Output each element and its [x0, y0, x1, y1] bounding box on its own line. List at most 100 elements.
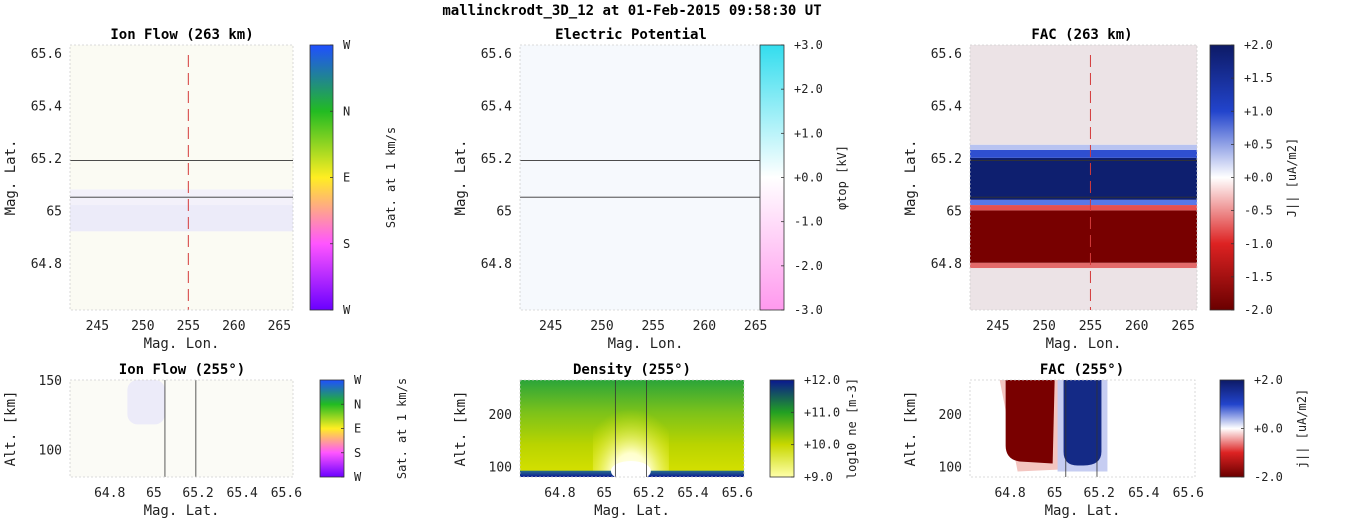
panel-title: Ion Flow (255°): [119, 362, 245, 378]
colorbar-tick-label: +0.0: [1244, 171, 1273, 185]
y-tick-label: 100: [39, 443, 62, 458]
y-axis-label: Alt. [km]: [3, 391, 19, 467]
x-axis-label: Mag. Lon.: [608, 336, 684, 352]
x-tick-label: 65.6: [271, 486, 302, 501]
panel-title: FAC (263 km): [1031, 27, 1132, 43]
panel-fac-bottom: FAC (255°) 64.8 65 65.2 65.4 65.6 100 200 Mag. L…: [903, 362, 1309, 519]
panel-ion-flow-bottom: Ion Flow (255°) 64.8 65 65.2 65.4 65.6 100 150 M…: [3, 362, 409, 519]
x-tick-label: 260: [693, 319, 716, 334]
y-tick-label: 65: [496, 204, 512, 219]
colorbar-tick-label: +12.0: [804, 373, 840, 387]
y-tick-label: 65.6: [31, 47, 62, 62]
y-tick-label: 65.6: [931, 47, 962, 62]
field-band: [970, 268, 1197, 310]
figure-title: mallinckrodt_3D_12 at 01-Feb-2015 09:58:…: [442, 3, 821, 19]
x-tick-label: 65: [146, 486, 162, 501]
panel-potential-top: Electric Potential 245 250 255 260 265 64.8 65 6…: [453, 27, 849, 352]
x-tick-label: 265: [1171, 319, 1194, 334]
colorbar: [309, 44, 334, 311]
y-tick-label: 64.8: [481, 257, 512, 272]
field-band: [970, 144, 1197, 150]
x-tick-label: 65.6: [722, 486, 753, 501]
x-tick-label: 255: [641, 319, 664, 334]
colorbar: [1209, 44, 1235, 311]
colorbar-label: J|| [uA/m2]: [1285, 138, 1299, 217]
y-tick-label: 150: [39, 374, 62, 389]
panel-fac-top: FAC (263 km) 245 250 255 260 265 64.8 65 65.2 65.…: [903, 27, 1299, 352]
field-band: [520, 45, 771, 310]
x-tick-label: 245: [986, 319, 1009, 334]
x-tick-label: 65.2: [182, 486, 213, 501]
x-axis-label: Mag. Lat.: [1045, 503, 1121, 519]
density-enhancement: [592, 380, 669, 477]
colorbar-tick-label: +3.0: [794, 38, 823, 52]
panel-title: Ion Flow (263 km): [110, 27, 253, 43]
colorbar-tick-label: +1.0: [1244, 104, 1273, 118]
colorbar-tick-label: +1.0: [794, 126, 823, 140]
x-axis-label: Mag. Lat.: [144, 503, 220, 519]
y-tick-label: 65.2: [31, 152, 62, 167]
colorbar-label: Sat. at 1 km/s: [384, 127, 398, 228]
colorbar-tick-label: E: [354, 422, 361, 436]
y-tick-label: 64.8: [931, 257, 962, 272]
x-tick-label: 245: [539, 319, 562, 334]
x-tick-label: 250: [590, 319, 613, 334]
colorbar-tick-label: N: [354, 397, 361, 411]
x-tick-label: 260: [222, 319, 245, 334]
y-axis-label: Alt. [km]: [903, 391, 919, 467]
colorbar-tick-label: -3.0: [794, 303, 823, 317]
x-tick-label: 64.8: [94, 486, 125, 501]
panel-ion-flow-top: Ion Flow (263 km) 245 250 255 260 265 64.8 65 65…: [3, 27, 398, 352]
x-tick-label: 255: [177, 319, 200, 334]
field-band: [70, 231, 293, 310]
colorbar-tick-label: +0.0: [794, 171, 823, 185]
fac-upward-current: [1005, 380, 1055, 464]
colorbar-tick-label: +9.0: [804, 470, 833, 484]
y-tick-label: 65.4: [31, 99, 62, 114]
colorbar-tick-label: W: [343, 38, 351, 52]
y-tick-label: 64.8: [31, 257, 62, 272]
colorbar-tick-label: N: [343, 104, 350, 118]
axes-frame: [969, 379, 1196, 478]
colorbar-tick-label: S: [354, 446, 361, 460]
colorbar-label: Sat. at 1 km/s: [395, 378, 409, 479]
panel-title: Density (255°): [573, 362, 691, 378]
x-tick-label: 260: [1125, 319, 1148, 334]
x-tick-label: 64.8: [994, 486, 1025, 501]
y-tick-label: 100: [939, 461, 962, 476]
colorbar-tick-label: +0.0: [1254, 422, 1283, 436]
field-band: [70, 205, 293, 232]
x-tick-label: 265: [744, 319, 767, 334]
x-tick-label: 65.4: [227, 486, 258, 501]
panel-title: FAC (255°): [1040, 362, 1124, 378]
axes-frame: [519, 44, 772, 311]
colorbar-tick-label: W: [354, 373, 362, 387]
density-peak: [610, 461, 651, 481]
colorbar-tick-label: -1.0: [1244, 237, 1273, 251]
field-band: [970, 205, 1197, 211]
fac-downward-current: [1063, 380, 1102, 466]
x-tick-label: 65: [596, 486, 612, 501]
colorbar-tick-label: +1.5: [1244, 71, 1273, 85]
colorbar-label: φtop [kV]: [835, 145, 849, 210]
y-tick-label: 65: [46, 204, 62, 219]
field-band: [970, 199, 1197, 206]
x-axis-label: Mag. Lat.: [594, 503, 670, 519]
y-tick-label: 65: [946, 204, 962, 219]
x-tick-label: 64.8: [544, 486, 575, 501]
colorbar-tick-label: S: [343, 237, 350, 251]
field-band: [970, 157, 1197, 200]
x-tick-label: 65.2: [633, 486, 664, 501]
axes-frame: [519, 379, 745, 478]
x-tick-label: 265: [268, 319, 291, 334]
colorbar-tick-label: -2.0: [1244, 303, 1273, 317]
y-axis-label: Alt. [km]: [453, 391, 469, 467]
colorbar-tick-label: -1.0: [794, 215, 823, 229]
colorbar-label: log10 ne [m-3]: [845, 378, 859, 479]
colorbar-tick-label: -0.5: [1244, 204, 1273, 218]
x-tick-label: 65.6: [1173, 486, 1204, 501]
x-tick-label: 65.4: [1128, 486, 1159, 501]
x-tick-label: 65.4: [677, 486, 708, 501]
colorbar-tick-label: W: [343, 303, 351, 317]
